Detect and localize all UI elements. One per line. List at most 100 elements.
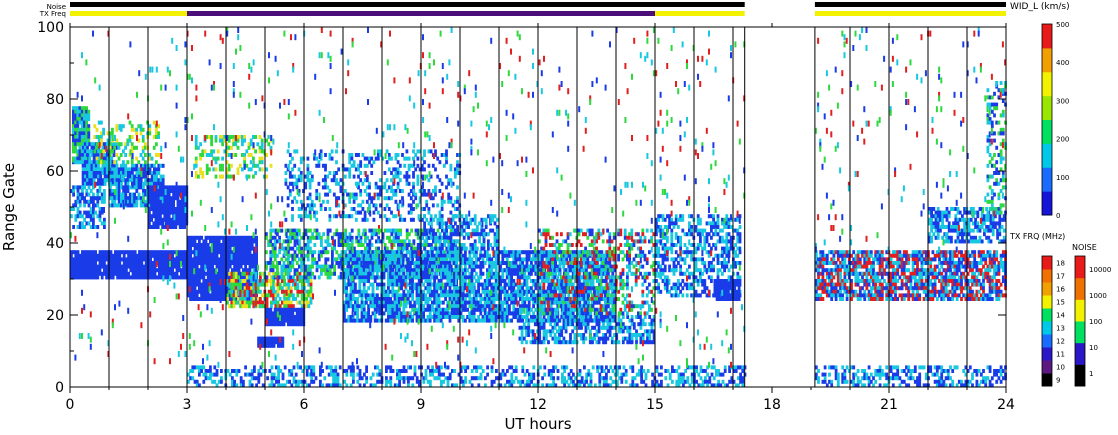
data-point	[444, 257, 447, 262]
data-point	[101, 156, 105, 161]
data-point	[457, 268, 461, 273]
data-point	[159, 207, 162, 211]
data-point	[226, 250, 230, 255]
data-point	[424, 250, 428, 255]
data-point	[468, 271, 472, 276]
data-point	[304, 268, 308, 273]
data-point	[88, 167, 92, 172]
data-point	[309, 286, 313, 291]
data-point	[230, 279, 234, 283]
data-point	[228, 246, 232, 251]
data-point	[359, 243, 363, 247]
data-point	[161, 196, 165, 201]
data-point	[248, 275, 251, 280]
data-point	[155, 178, 158, 183]
data-point	[130, 160, 134, 165]
data-point	[435, 250, 439, 255]
data-point	[483, 315, 487, 319]
data-point	[411, 279, 414, 283]
data-point	[191, 286, 195, 291]
data-point	[109, 268, 113, 273]
data-point	[213, 257, 217, 262]
data-point	[111, 163, 114, 168]
data-point	[155, 142, 158, 147]
data-point	[78, 192, 82, 197]
data-point	[287, 300, 291, 305]
data-point	[85, 124, 88, 129]
data-point	[124, 145, 127, 150]
data-point	[455, 261, 458, 265]
data-point	[534, 318, 538, 323]
data-point	[387, 304, 390, 309]
data-point	[202, 246, 206, 251]
data-point	[282, 311, 286, 316]
data-point	[450, 300, 454, 305]
data-point	[283, 300, 286, 305]
data-point	[483, 289, 487, 294]
data-point	[461, 257, 465, 262]
data-point	[170, 217, 173, 222]
data-point	[390, 232, 394, 237]
data-point	[261, 271, 264, 276]
data-point	[307, 304, 311, 309]
data-point	[565, 275, 568, 280]
data-point	[497, 315, 500, 319]
data-point	[76, 196, 80, 201]
data-point	[78, 106, 82, 111]
data-point	[144, 178, 147, 183]
data-point	[453, 297, 456, 301]
data-point	[189, 297, 192, 301]
data-point	[287, 275, 290, 280]
data-point	[367, 304, 370, 309]
data-point	[81, 257, 84, 262]
data-point	[83, 171, 87, 175]
data-point	[278, 311, 281, 316]
data-point	[83, 199, 86, 204]
data-point	[88, 181, 92, 186]
data-point	[181, 185, 184, 190]
data-point	[571, 250, 575, 255]
data-point	[266, 343, 269, 348]
data-point	[585, 279, 588, 283]
data-point	[277, 343, 280, 348]
data-point	[481, 261, 485, 265]
data-point	[470, 250, 474, 255]
data-point	[105, 250, 108, 255]
data-point	[176, 192, 180, 197]
data-point	[220, 264, 223, 269]
data-point	[523, 250, 527, 255]
data-point	[157, 181, 161, 186]
data-point	[369, 253, 373, 258]
data-point	[399, 243, 402, 247]
data-point	[344, 235, 347, 240]
data-point	[181, 203, 184, 208]
data-point	[137, 160, 141, 165]
data-point	[587, 289, 590, 294]
data-point	[81, 178, 85, 183]
data-point	[411, 307, 414, 312]
data-point	[560, 279, 564, 283]
data-point	[242, 250, 245, 255]
data-point	[222, 239, 225, 244]
data-point	[530, 264, 533, 269]
data-point	[284, 228, 288, 233]
data-point	[422, 289, 425, 294]
data-point	[228, 250, 232, 255]
data-point	[169, 271, 172, 276]
data-point	[453, 268, 456, 273]
data-point	[567, 307, 571, 312]
data-point	[576, 297, 579, 301]
data-point	[525, 253, 529, 258]
data-point	[90, 181, 94, 186]
data-point	[133, 185, 136, 190]
data-point	[348, 232, 352, 237]
data-point	[376, 261, 379, 265]
data-point	[158, 261, 161, 265]
data-point	[159, 163, 163, 168]
data-point	[166, 257, 170, 262]
data-point	[83, 217, 86, 222]
data-point	[242, 243, 245, 247]
data-point	[300, 275, 303, 280]
data-point	[455, 300, 458, 305]
data-point	[131, 271, 135, 276]
